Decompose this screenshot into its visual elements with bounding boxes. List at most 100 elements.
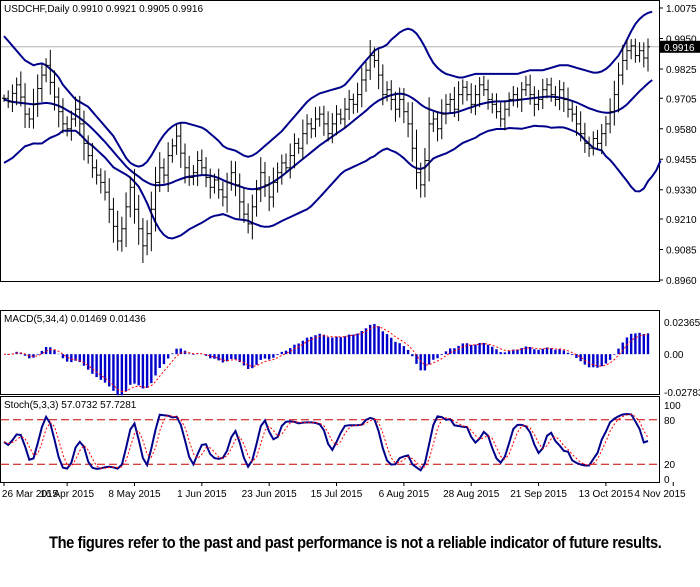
ohlc-bar xyxy=(321,105,326,136)
ohlc-bar xyxy=(603,116,608,147)
y-tick-label: 0.8960 xyxy=(666,276,697,287)
ohlc-bar xyxy=(195,151,200,187)
stoch-k-line xyxy=(3,412,649,472)
y-tick-label: 0.9455 xyxy=(666,155,697,166)
ohlc-bar xyxy=(48,49,53,95)
x-tick-label: 13 Oct 2015 xyxy=(579,489,634,500)
x-tick-label: 21 Sep 2015 xyxy=(510,489,567,500)
ohlc-bar xyxy=(511,86,516,107)
macd-y-label: 0.02365 xyxy=(664,318,700,329)
ohlc-bar xyxy=(439,99,444,140)
band-lower-line xyxy=(3,124,662,240)
ohlc-bar xyxy=(363,61,368,92)
y-tick-label: 0.9580 xyxy=(666,125,697,136)
ohlc-bar xyxy=(187,155,192,186)
ohlc-bar xyxy=(469,83,474,114)
ohlc-bar xyxy=(124,192,129,248)
ohlc-bar xyxy=(570,101,575,122)
ohlc-bar xyxy=(23,83,28,129)
y-tick-label: 0.9705 xyxy=(666,94,697,105)
ohlc-bar xyxy=(608,98,613,134)
ohlc-bar xyxy=(69,110,74,141)
macd-chart xyxy=(3,324,650,396)
y-tick-label: 1.0075 xyxy=(666,4,697,15)
disclaimer-text: The figures refer to the past and past p… xyxy=(49,533,662,552)
ohlc-bar xyxy=(599,124,604,155)
ohlc-bar xyxy=(460,79,465,105)
ohlc-bar xyxy=(199,149,204,175)
ohlc-bar xyxy=(56,87,61,128)
macd-y-label: -0.02783 xyxy=(664,388,700,399)
ohlc-bar xyxy=(443,94,448,125)
band-upper-line xyxy=(3,10,653,168)
ohlc-bar xyxy=(103,170,108,201)
ohlc-bar xyxy=(225,172,230,213)
ohlc-bar xyxy=(389,80,394,111)
ohlc-bar xyxy=(300,119,305,160)
ohlc-bar xyxy=(359,67,364,108)
ohlc-bar xyxy=(178,122,183,168)
ohlc-bar xyxy=(397,87,402,118)
ohlc-bar xyxy=(182,143,187,184)
ohlc-bar xyxy=(515,87,520,108)
ohlc-bar xyxy=(587,136,592,157)
ohlc-bar xyxy=(258,157,263,202)
x-tick-label: 6 Aug 2015 xyxy=(379,489,430,500)
stoch-y-label: 80 xyxy=(664,416,676,427)
ohlc-bar xyxy=(145,220,150,256)
ohlc-bar xyxy=(233,161,238,197)
ohlc-bar xyxy=(401,88,406,124)
ohlc-bar xyxy=(170,138,175,163)
ohlc-bar xyxy=(65,116,70,137)
ohlc-bar xyxy=(477,77,482,108)
y-tick-label: 0.9950 xyxy=(666,34,697,45)
macd-title: MACD(5,34,4) 0.01469 0.01436 xyxy=(4,314,146,325)
ohlc-bar xyxy=(18,71,23,107)
ohlc-bar xyxy=(128,176,133,218)
ohlc-bar xyxy=(448,93,453,114)
ohlc-bar xyxy=(166,142,171,193)
ohlc-bar xyxy=(553,86,558,107)
y-tick-label: 0.9330 xyxy=(666,186,697,197)
ohlc-bar xyxy=(60,98,65,134)
ohlc-bar xyxy=(90,142,95,178)
ohlc-bar xyxy=(2,94,6,102)
ohlc-bar xyxy=(292,133,297,169)
ohlc-bar xyxy=(39,64,44,102)
ohlc-bar xyxy=(629,39,634,60)
ohlc-bar xyxy=(393,91,398,122)
y-tick-label: 0.9210 xyxy=(666,215,697,226)
ohlc-bar xyxy=(620,44,625,85)
ohlc-bar xyxy=(6,90,11,109)
ohlc-bar xyxy=(540,78,545,110)
ohlc-bar xyxy=(519,81,524,113)
ohlc-bar xyxy=(591,131,596,156)
ohlc-bar xyxy=(111,197,116,243)
ohlc-bar xyxy=(216,168,221,199)
ohlc-bar xyxy=(161,158,166,184)
ohlc-bar xyxy=(309,118,314,139)
x-tick-label: 16 Apr 2015 xyxy=(40,489,94,500)
ohlc-bar xyxy=(418,162,423,198)
macd-panel-frame xyxy=(0,310,660,395)
ohlc-bar xyxy=(566,87,571,118)
ohlc-bar xyxy=(250,194,255,240)
ohlc-bar xyxy=(376,49,381,90)
ohlc-bar xyxy=(330,113,335,144)
ohlc-bar xyxy=(81,110,86,161)
ohlc-bar xyxy=(334,105,339,136)
ohlc-bar xyxy=(326,111,331,142)
ohlc-bar xyxy=(452,86,457,118)
x-tick-label: 1 Jun 2015 xyxy=(177,489,227,500)
macd-y-label: 0.00 xyxy=(664,350,684,361)
ohlc-bar xyxy=(275,162,280,193)
x-tick-label: 26 Mar 2015 xyxy=(2,489,59,500)
stoch-y-label: 20 xyxy=(664,460,676,471)
ohlc-bar xyxy=(456,81,461,122)
axis-labels: 1.0075 0.9950 0.9825 0.9705 0.9580 0.9455 0.93… xyxy=(2,4,700,500)
ohlc-bar xyxy=(486,79,491,110)
ohlc-bar xyxy=(532,86,537,117)
x-tick-label: 4 Nov 2015 xyxy=(634,489,686,500)
stoch-y-label: 0 xyxy=(664,475,670,486)
ohlc-bar xyxy=(262,161,267,197)
